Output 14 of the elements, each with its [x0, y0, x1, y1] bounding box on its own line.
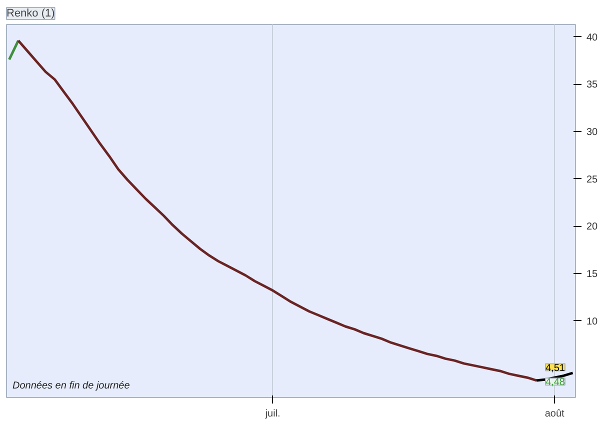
chart-title: Renko (1) [6, 8, 55, 20]
annotation: 4,51 [546, 362, 566, 374]
x-tick-label: juil. [264, 408, 280, 420]
y-tick-label: 40 [586, 32, 598, 44]
y-tick-label: 15 [586, 268, 598, 280]
line-series [17, 39, 538, 382]
annotation: Données en fin de journée [12, 380, 130, 392]
x-tick-label: août [544, 408, 565, 420]
y-tick-label: 35 [586, 80, 598, 91]
y-tick-label: 10 [586, 316, 598, 328]
y-tick-label: 30 [586, 126, 598, 138]
annotation: 4,48 [546, 377, 566, 388]
y-tick-label: 20 [586, 222, 598, 233]
y-tick-label: 25 [586, 174, 598, 186]
